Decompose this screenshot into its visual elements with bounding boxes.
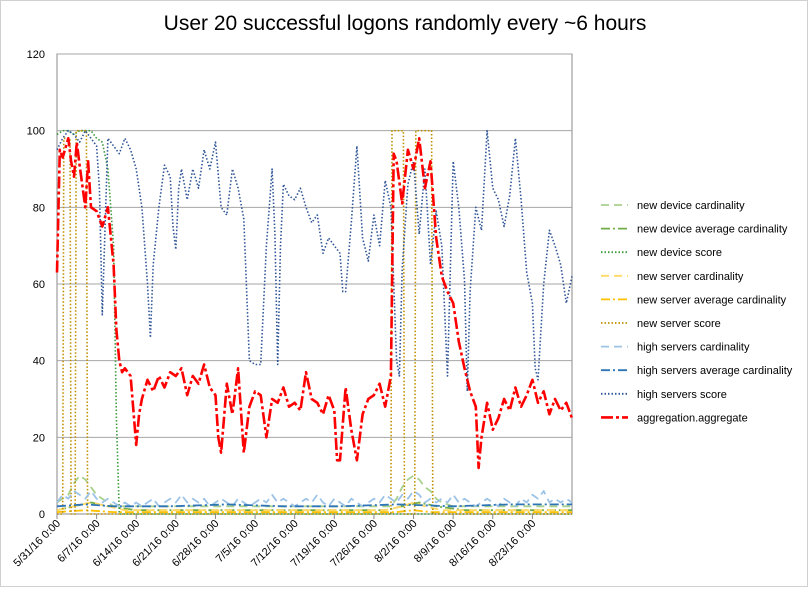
y-tick-label: 0 [39,509,45,521]
legend-label: high servers score [637,389,727,401]
legend-label: high servers average cardinality [637,365,793,377]
legend-label: new device average cardinality [637,224,788,236]
legend-label: high servers cardinality [637,342,750,354]
y-tick-label: 20 [33,432,45,444]
series-line [56,129,573,393]
x-tick-label: 5/31/16 0:00 [11,518,63,570]
chart-title: User 20 successful logons randomly every… [163,12,647,35]
y-tick-label: 60 [33,279,45,291]
series-line [55,137,574,470]
legend: new device cardinality new device average… [601,200,793,424]
y-tick-label: 40 [33,356,45,368]
x-axis: 5/31/16 0:006/7/16 0:006/14/16 0:006/21/… [11,514,539,570]
legend-label: new server cardinality [637,271,744,283]
legend-label: new device cardinality [637,200,745,212]
legend-label: aggregation.aggregate [637,412,748,424]
series-line [56,490,573,508]
legend-label: new device score [637,247,722,259]
legend-label: new server average cardinality [637,294,787,306]
gridlines [57,53,572,438]
series-line [56,509,572,513]
legend-label: new server score [637,318,721,330]
y-axis: 0 20 40 60 80 100 120 [27,49,45,521]
series-line [56,503,572,508]
y-tick-label: 100 [27,126,45,138]
y-tick-label: 120 [27,49,45,61]
series-line [56,129,572,515]
y-tick-label: 80 [33,202,45,214]
series-line [57,129,572,515]
series-layer [55,129,574,515]
series-line [56,474,572,508]
